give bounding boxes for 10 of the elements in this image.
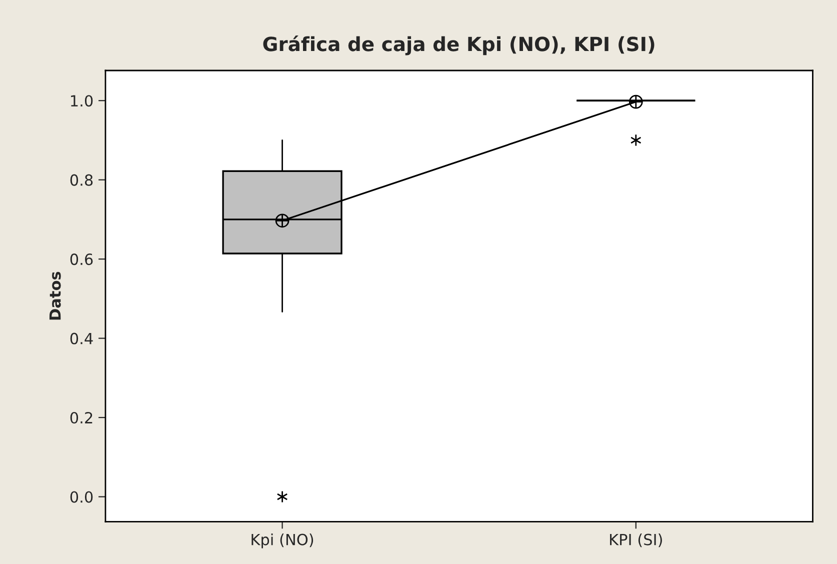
y-tick-label: 0.0 [70, 491, 93, 503]
y-tick-label: 0.8 [70, 174, 93, 186]
y-tick-label: 0.4 [70, 332, 93, 344]
chart-title: Gráfica de caja de Kpi (NO), KPI (SI) [263, 36, 654, 56]
y-tick-label: 0.2 [70, 412, 92, 424]
y-tick-label: 0.6 [70, 254, 93, 266]
x-tick-label: KPI (SI) [610, 534, 662, 548]
x-tick-label: Kpi (NO) [252, 534, 314, 548]
y-tick-label: 1.0 [71, 95, 93, 107]
y-axis-title: Datos [49, 272, 61, 320]
